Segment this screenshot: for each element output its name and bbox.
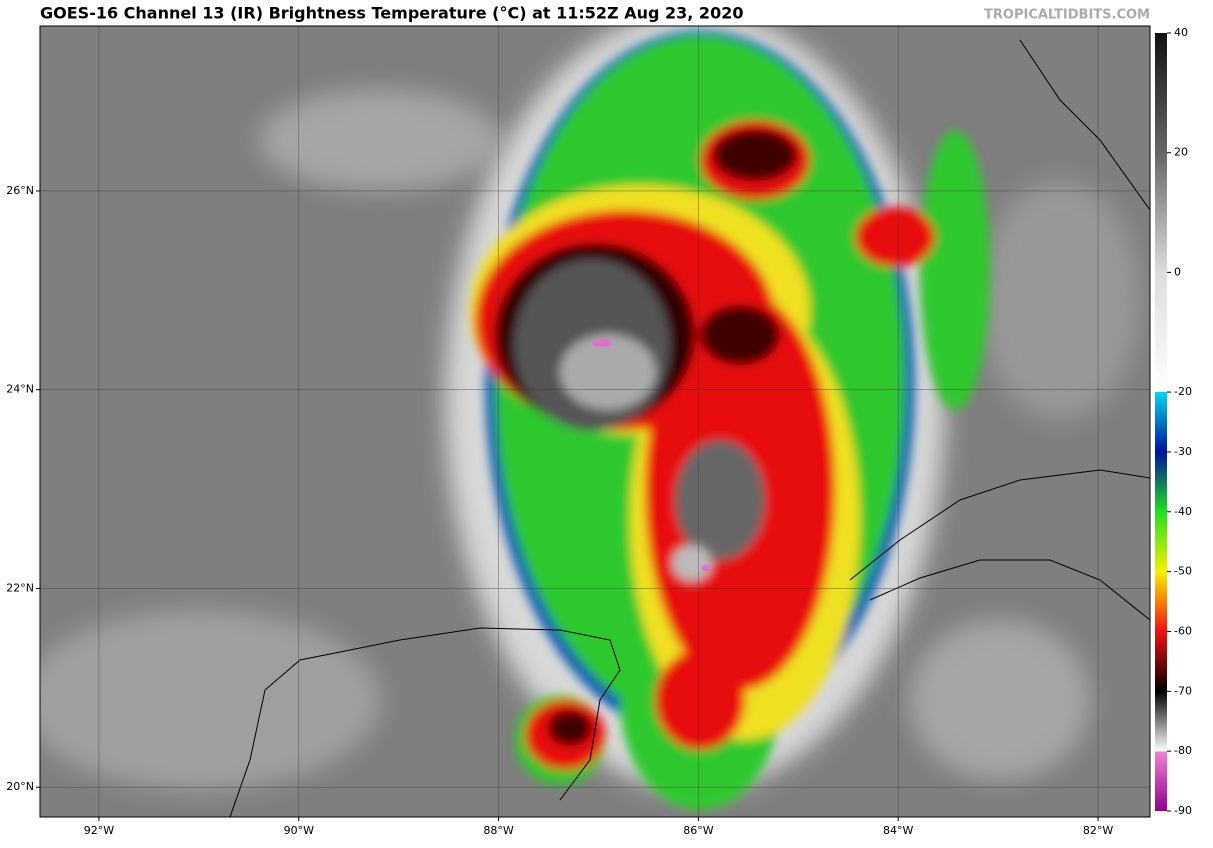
satellite-image — [40, 26, 1150, 817]
colorbar — [1155, 33, 1167, 811]
title: GOES-16 Channel 13 (IR) Brightness Tempe… — [40, 4, 743, 23]
colorbar-label: 20 — [1174, 146, 1188, 159]
lat-label: 24°N — [6, 383, 34, 396]
colorbar-label: 40 — [1174, 26, 1188, 39]
colorbar-label: -90 — [1174, 804, 1192, 817]
credit: TROPICALTIDBITS.COM — [984, 8, 1150, 23]
graticule — [40, 26, 1150, 817]
lat-label: 26°N — [6, 184, 34, 197]
lon-label: 90°W — [284, 824, 314, 837]
colorbar-label: -50 — [1174, 565, 1192, 578]
colorbar-label: -30 — [1174, 445, 1192, 458]
colorbar-label: -80 — [1174, 744, 1192, 757]
lat-label: 20°N — [6, 780, 34, 793]
lon-label: 84°W — [883, 824, 913, 837]
lon-label: 92°W — [84, 824, 114, 837]
colorbar-label: 0 — [1174, 265, 1181, 278]
lat-label: 22°N — [6, 581, 34, 594]
lon-label: 82°W — [1083, 824, 1113, 837]
lon-label: 88°W — [483, 824, 513, 837]
lon-label: 86°W — [683, 824, 713, 837]
colorbar-label: -60 — [1174, 624, 1192, 637]
colorbar-label: -70 — [1174, 684, 1192, 697]
map-frame — [39, 25, 1151, 818]
colorbar-label: -40 — [1174, 505, 1192, 518]
colorbar-label: -20 — [1174, 385, 1192, 398]
